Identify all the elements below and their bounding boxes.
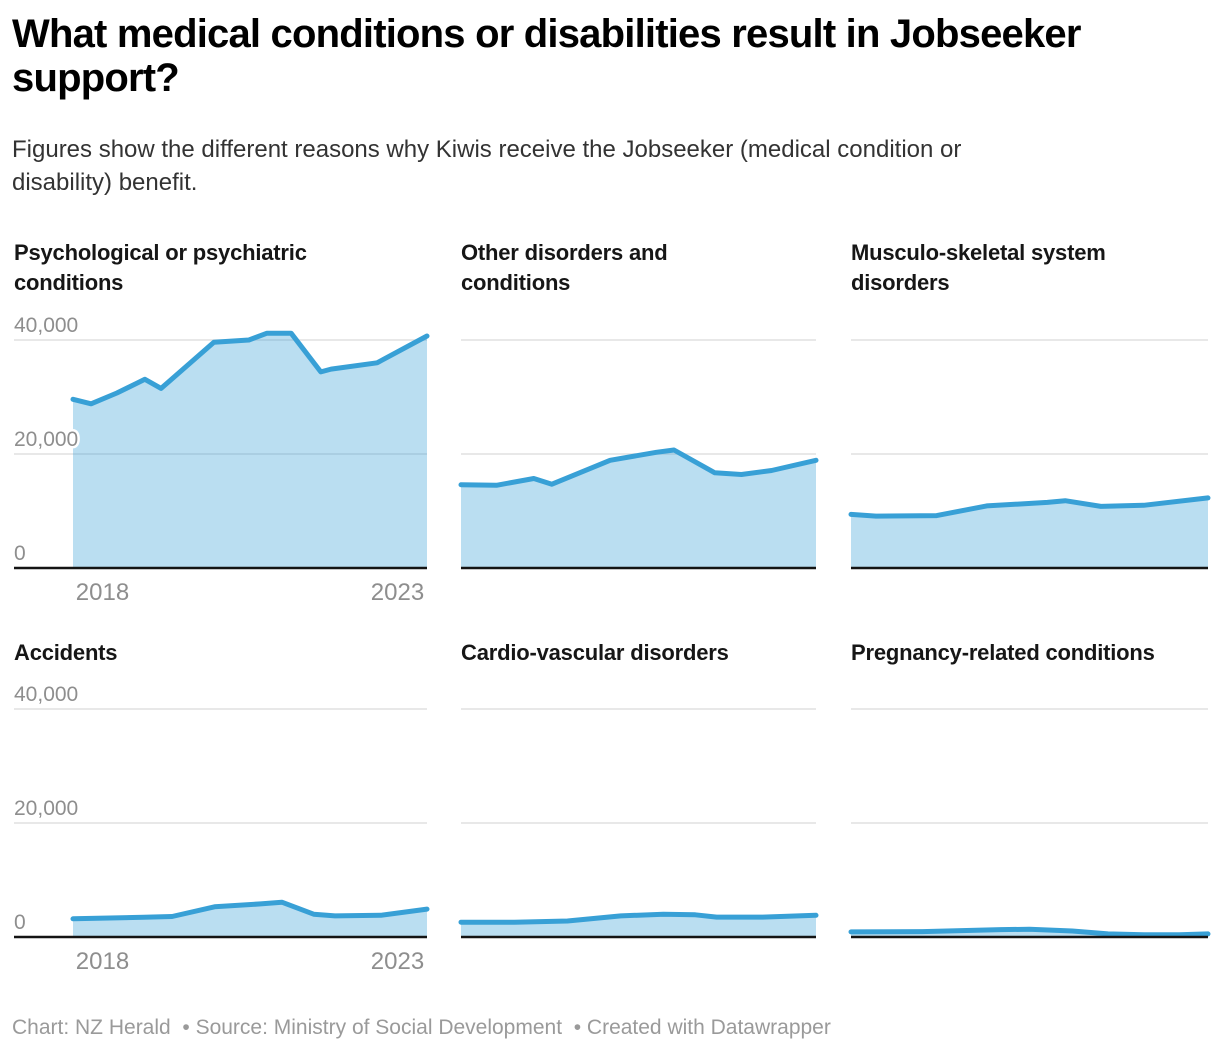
panel-title: Accidents — [14, 640, 118, 665]
area-chart-pregnancy-related — [848, 708, 1211, 939]
svg-text:2023: 2023 — [371, 579, 424, 606]
panel-musculo-skeletal: Musculo-skeletal system disorders — [848, 238, 1211, 606]
panel-psychological-conditions: Psychological or psychiatric conditions … — [12, 238, 430, 606]
svg-text:40,000: 40,000 — [14, 683, 78, 706]
panel-other-disorders: Other disorders and conditions — [458, 238, 819, 606]
svg-text:20,000: 20,000 — [14, 428, 78, 451]
panel-cardio-vascular: Cardio-vascular disorders — [458, 638, 819, 978]
footer-credits: Chart: NZ Herald • Source: Ministry of S… — [12, 1016, 831, 1039]
panel-title: Other disorders and conditions — [461, 240, 668, 295]
page-subtitle: Figures show the different reasons why K… — [12, 133, 961, 199]
svg-text:2018: 2018 — [76, 948, 129, 975]
panel-title: Cardio-vascular disorders — [461, 640, 729, 665]
page-title: What medical conditions or disabilities … — [12, 12, 1081, 100]
page-title-line1: What medical conditions or disabilities … — [12, 12, 1081, 56]
area-chart-other-disorders — [458, 339, 819, 570]
svg-text:0: 0 — [14, 911, 26, 934]
area-chart-psychological: 40,000 20,000 0 2018 2023 — [12, 312, 430, 606]
page-subtitle-line1: Figures show the different reasons why K… — [12, 136, 962, 163]
panel-title: Pregnancy-related conditions — [851, 640, 1155, 665]
panel-accidents: Accidents 40,000 20,000 0 2018 2023 — [12, 638, 430, 978]
svg-text:2018: 2018 — [76, 579, 129, 606]
panel-title: Psychological or psychiatric conditions — [14, 240, 307, 295]
page-title-line2: support? — [12, 56, 180, 100]
svg-text:0: 0 — [14, 542, 26, 565]
area-chart-musculo-skeletal — [848, 339, 1211, 570]
panel-pregnancy-related: Pregnancy-related conditions — [848, 638, 1211, 978]
area-chart-accidents: 40,000 20,000 0 2018 2023 — [12, 681, 430, 975]
panel-title: Musculo-skeletal system disorders — [851, 240, 1106, 295]
svg-text:40,000: 40,000 — [14, 314, 78, 337]
svg-text:20,000: 20,000 — [14, 797, 78, 820]
page-subtitle-line2: disability) benefit. — [12, 169, 198, 196]
svg-text:2023: 2023 — [371, 948, 424, 975]
area-chart-cardio-vascular — [458, 708, 819, 939]
